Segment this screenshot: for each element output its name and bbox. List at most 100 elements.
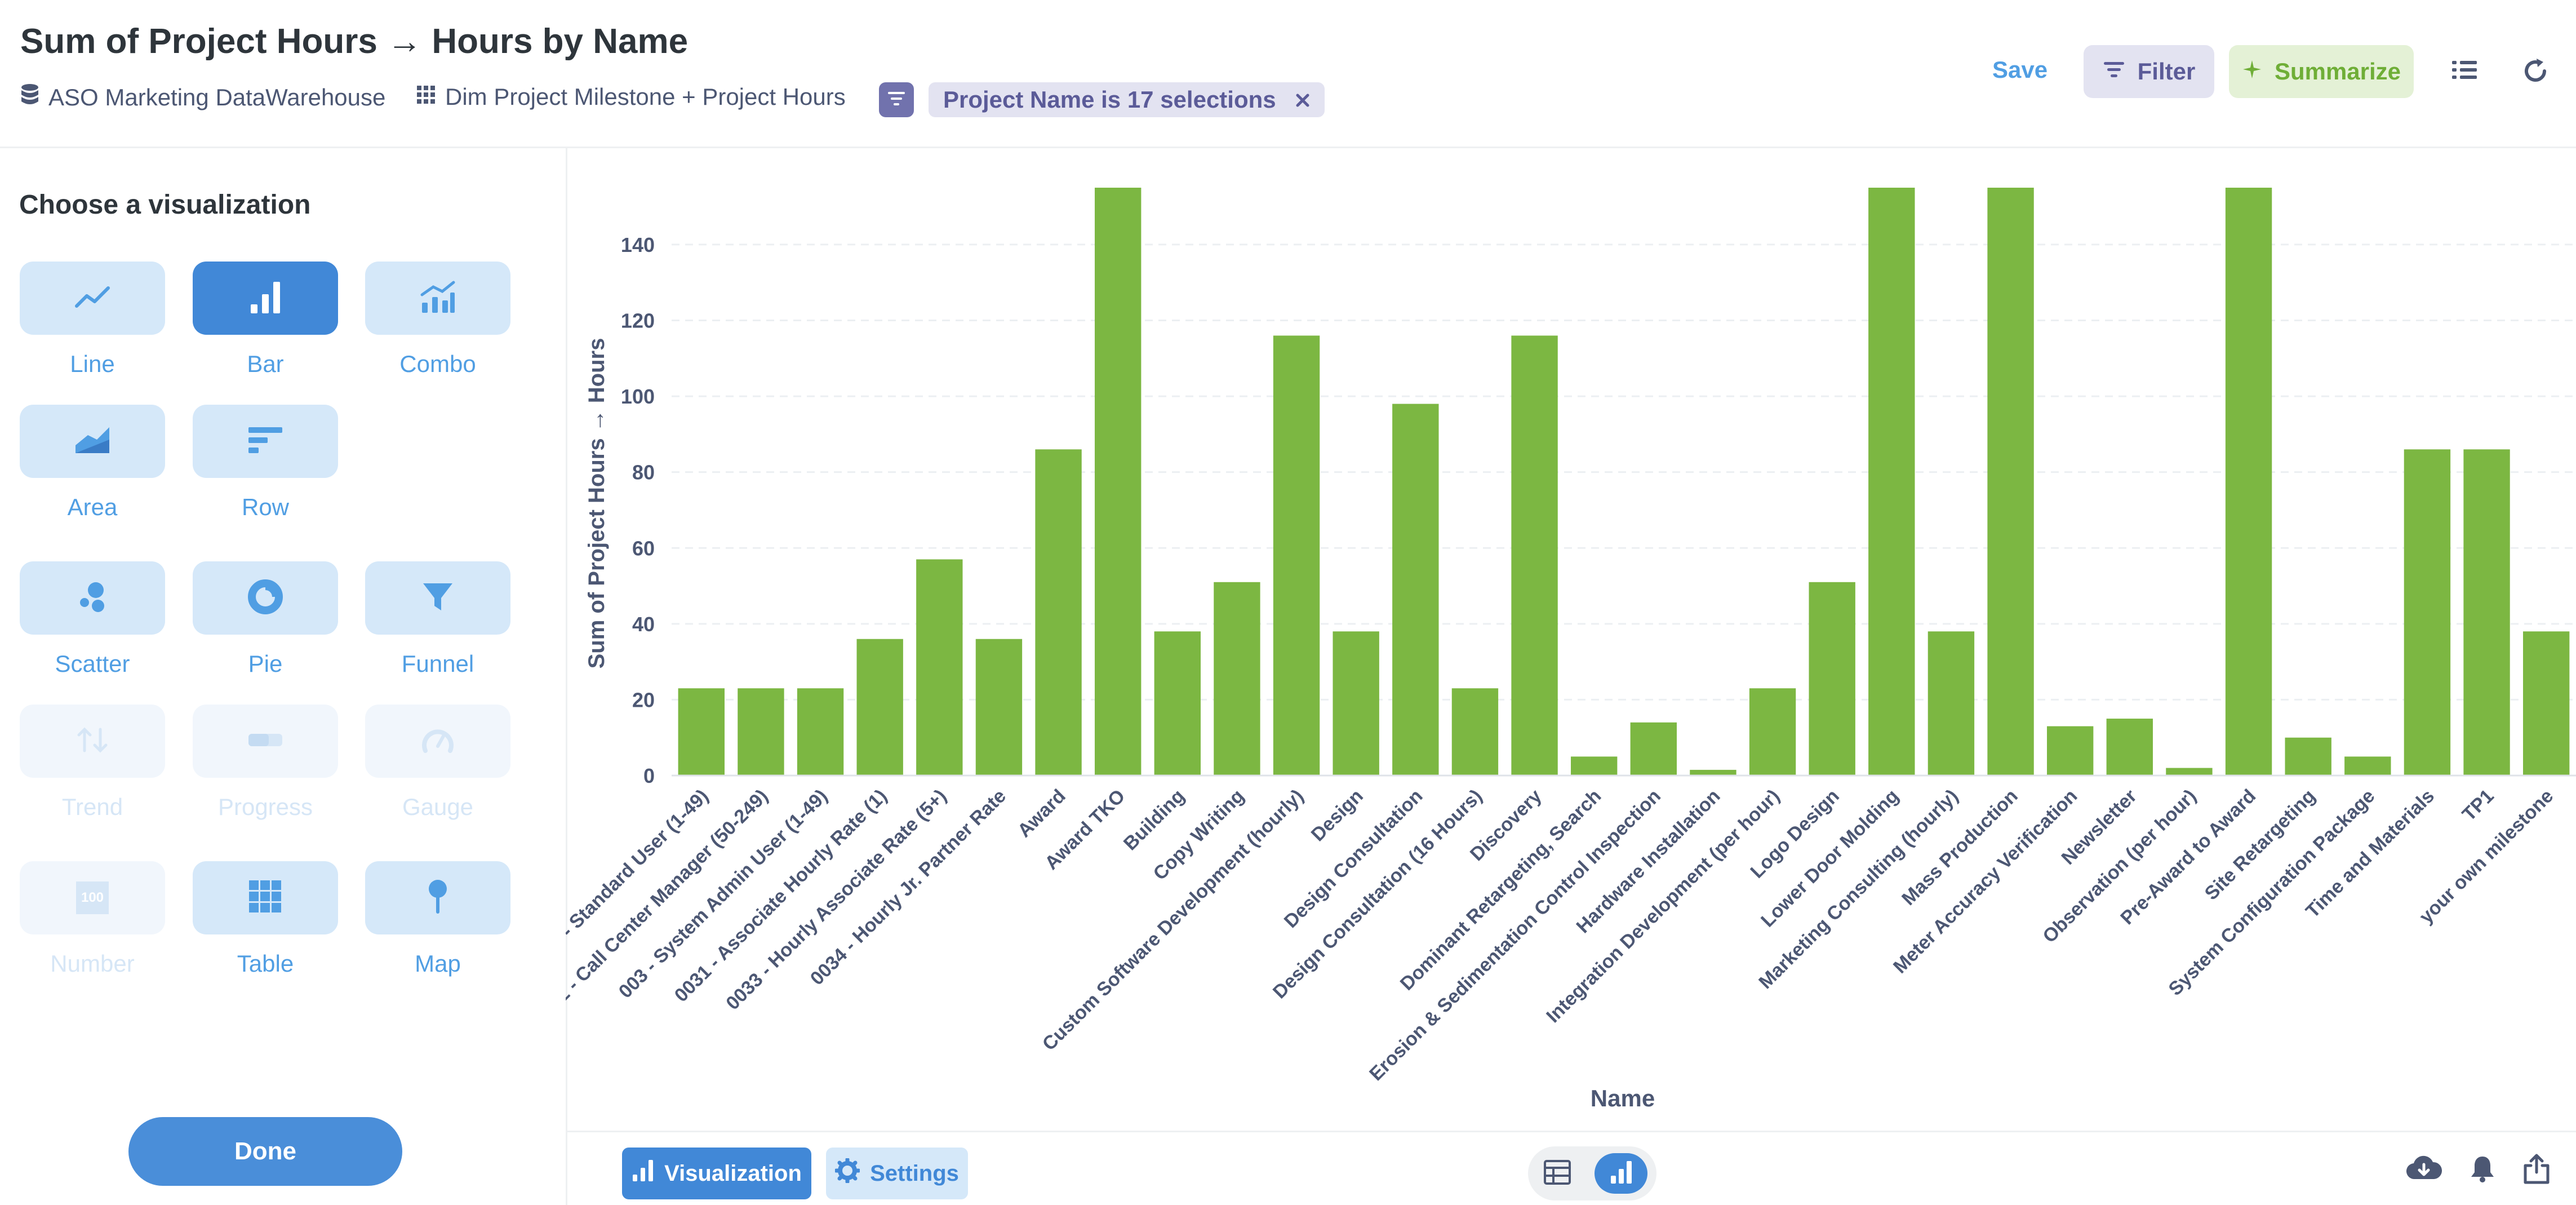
x-axis-ticks: 1 - Standard User (1-49)2 - Call Center … — [566, 785, 2557, 1085]
bar[interactable] — [1868, 188, 1915, 776]
bar[interactable] — [797, 688, 844, 776]
viz-type-progress-label: Progress — [217, 794, 313, 820]
view-toggle — [1528, 1146, 1656, 1200]
viz-type-line-label: Line — [70, 351, 115, 377]
summarize-button[interactable]: Summarize — [2229, 45, 2414, 98]
y-tick-label: 60 — [632, 537, 655, 560]
x-tick-label: Mass Production — [1898, 785, 2022, 910]
viz-type-trend-label: Trend — [61, 794, 123, 820]
y-tick-label: 40 — [632, 613, 655, 636]
bar[interactable] — [856, 639, 903, 776]
row-chart-icon — [247, 426, 283, 457]
viz-type-trend — [20, 705, 165, 778]
bar[interactable] — [1214, 582, 1260, 776]
viz-type-row[interactable] — [193, 405, 338, 478]
number-icon: 100 — [76, 881, 109, 914]
bar[interactable] — [1690, 769, 1736, 776]
viz-type-funnel[interactable] — [365, 561, 510, 635]
x-tick-label: Award — [1014, 785, 1070, 841]
bar[interactable] — [2225, 188, 2272, 776]
bar[interactable] — [1749, 688, 1796, 776]
bar[interactable] — [2522, 631, 2570, 776]
settings-button[interactable]: Settings — [826, 1148, 968, 1199]
footer-divider — [566, 1131, 2576, 1132]
sidebar-title: Choose a visualization — [19, 190, 311, 220]
breadcrumb-table[interactable]: Dim Project Milestone + Project Hours — [416, 83, 846, 110]
viz-type-area[interactable] — [20, 405, 165, 478]
filter-button[interactable]: Filter — [2084, 45, 2214, 98]
breadcrumb-table-label: Dim Project Milestone + Project Hours — [445, 83, 846, 110]
notebook-icon[interactable] — [2452, 59, 2477, 84]
scatter-chart-icon — [75, 580, 109, 617]
bar[interactable] — [2285, 737, 2331, 776]
filter-toggle-button[interactable] — [879, 82, 914, 117]
viz-type-number-label: Number — [50, 950, 135, 977]
viz-type-bar[interactable] — [193, 262, 338, 335]
bar[interactable] — [1630, 722, 1677, 776]
bar-chart: 0 20 40 60 80 100 120 140 1 - Standard User (1-… — [566, 188, 2576, 1111]
table-view-button[interactable] — [1539, 1155, 1575, 1191]
grid-icon — [416, 83, 436, 110]
y-axis-ticks: 0 20 40 60 80 100 120 140 — [621, 233, 655, 787]
bar[interactable] — [2106, 719, 2153, 776]
bar[interactable] — [975, 639, 1023, 776]
bar[interactable] — [1035, 449, 1082, 776]
viz-type-map[interactable] — [365, 861, 510, 934]
y-axis-label: Sum of Project Hours → Hours — [584, 338, 609, 669]
close-icon[interactable] — [1295, 86, 1310, 113]
map-pin-icon — [427, 879, 449, 918]
line-chart-icon — [74, 285, 110, 312]
viz-type-combo-label: Combo — [399, 351, 476, 377]
viz-type-progress — [193, 705, 338, 778]
viz-type-pie[interactable] — [193, 561, 338, 635]
filter-pill[interactable]: Project Name is 17 selections — [929, 82, 1325, 117]
viz-type-scatter-label: Scatter — [55, 650, 130, 677]
viz-type-line[interactable] — [20, 262, 165, 335]
bell-icon[interactable] — [2470, 1155, 2495, 1185]
refresh-icon[interactable] — [2522, 57, 2549, 87]
x-tick-label: Design Consultation (16 Hours) — [1269, 785, 1486, 1003]
bar-series — [678, 188, 2570, 776]
settings-button-label: Settings — [870, 1160, 959, 1186]
bar[interactable] — [1511, 335, 1558, 776]
bar[interactable] — [1094, 188, 1142, 776]
download-icon[interactable] — [2406, 1155, 2442, 1185]
bar[interactable] — [1927, 631, 1975, 776]
viz-type-number: 100 — [20, 861, 165, 934]
database-icon — [20, 83, 39, 112]
gauge-icon — [421, 726, 455, 757]
chart-view-button[interactable] — [1595, 1153, 1647, 1194]
bar[interactable] — [1809, 582, 1855, 776]
done-button[interactable]: Done — [128, 1117, 402, 1186]
bar[interactable] — [678, 688, 725, 776]
viz-type-combo[interactable] — [365, 262, 510, 335]
bar[interactable] — [916, 559, 963, 776]
visualization-button[interactable]: Visualization — [622, 1148, 811, 1199]
bar[interactable] — [1570, 756, 1618, 776]
save-button[interactable]: Save — [1992, 56, 2048, 83]
bar[interactable] — [1392, 404, 1439, 776]
filter-lines-icon — [2103, 58, 2125, 85]
viz-type-bar-label: Bar — [247, 351, 284, 377]
bar[interactable] — [1333, 631, 1379, 776]
viz-type-row-label: Row — [241, 494, 290, 520]
bar[interactable] — [2046, 726, 2094, 776]
bar[interactable] — [2463, 449, 2510, 776]
bar[interactable] — [1154, 631, 1201, 776]
bar[interactable] — [1451, 688, 1499, 776]
bar[interactable] — [738, 688, 784, 776]
bar[interactable] — [2166, 768, 2213, 776]
viz-type-scatter[interactable] — [20, 561, 165, 635]
bar[interactable] — [1273, 335, 1320, 776]
viz-type-table[interactable] — [193, 861, 338, 934]
y-tick-label: 0 — [643, 764, 655, 787]
filter-button-label: Filter — [2137, 58, 2196, 85]
bar[interactable] — [2344, 756, 2391, 776]
bar[interactable] — [1987, 188, 2034, 776]
breadcrumb-database[interactable]: ASO Marketing DataWarehouse — [20, 83, 385, 112]
bar[interactable] — [2404, 449, 2451, 776]
number-icon-glyph: 100 — [81, 890, 104, 905]
share-icon[interactable] — [2522, 1153, 2551, 1188]
y-tick-label: 120 — [621, 309, 655, 333]
summarize-button-label: Summarize — [2274, 58, 2401, 85]
